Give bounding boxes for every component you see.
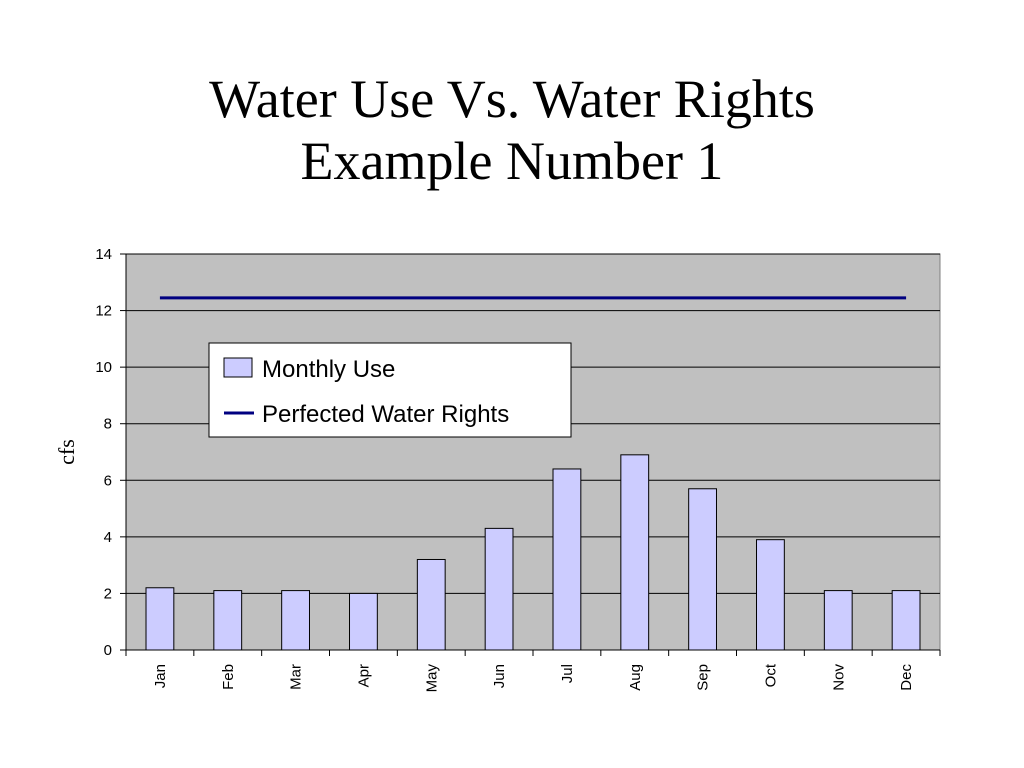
legend: Monthly Use Perfected Water Rights	[208, 342, 572, 438]
bar-nov	[823, 590, 853, 651]
y-tick-label: 4	[104, 529, 112, 546]
legend-swatch-monthly-use	[223, 357, 253, 378]
x-tick-label: Aug	[627, 664, 644, 691]
bar-jun	[484, 527, 514, 651]
bar-sep	[688, 488, 717, 651]
legend-label-monthly-use: Monthly Use	[262, 356, 395, 383]
bar-series	[145, 454, 921, 651]
bar-aug	[620, 454, 650, 651]
title-line-1: Water Use Vs. Water Rights	[209, 69, 815, 129]
x-tick-label: Jul	[559, 664, 576, 683]
y-tick-label: 6	[104, 472, 112, 489]
axes: 0 2 4 6 8 10 12 14 Jan Feb Mar Apr May Jun Jul Aug Sep Oc…	[95, 246, 941, 693]
y-tick-label: 14	[95, 246, 112, 263]
y-tick-label: 0	[104, 642, 112, 659]
x-tick-label: Feb	[220, 664, 237, 690]
plot-area	[125, 253, 941, 651]
legend-label-water-rights: Perfected Water Rights	[262, 401, 509, 428]
bar-may	[416, 558, 446, 651]
x-tick-label: Mar	[288, 664, 305, 690]
x-tick-label: Nov	[830, 664, 847, 691]
x-tick-label: Dec	[898, 664, 915, 691]
bar-oct	[756, 539, 785, 651]
y-tick-label: 10	[95, 359, 112, 376]
x-tick-label: Jan	[152, 664, 169, 688]
y-tick-label: 2	[104, 585, 112, 602]
x-tick-label: Sep	[695, 664, 712, 691]
bar-dec	[891, 590, 921, 651]
bar-apr	[349, 592, 378, 651]
x-tick-label: Jun	[491, 664, 508, 688]
title-line-2: Example Number 1	[300, 131, 724, 191]
legend-box	[208, 342, 572, 438]
y-tick-label: 12	[95, 303, 112, 320]
bar-jan	[145, 587, 175, 651]
slide-title: Water Use Vs. Water Rights Example Numbe…	[0, 68, 1024, 192]
bar-feb	[213, 590, 243, 651]
bar-jul	[552, 468, 582, 651]
y-tick-label: 8	[104, 416, 112, 433]
y-axis-label: cfs	[54, 439, 79, 465]
bar-mar	[281, 590, 310, 651]
x-tick-label: Oct	[762, 663, 779, 687]
x-tick-label: Apr	[355, 664, 372, 687]
x-tick-label: May	[423, 664, 440, 693]
